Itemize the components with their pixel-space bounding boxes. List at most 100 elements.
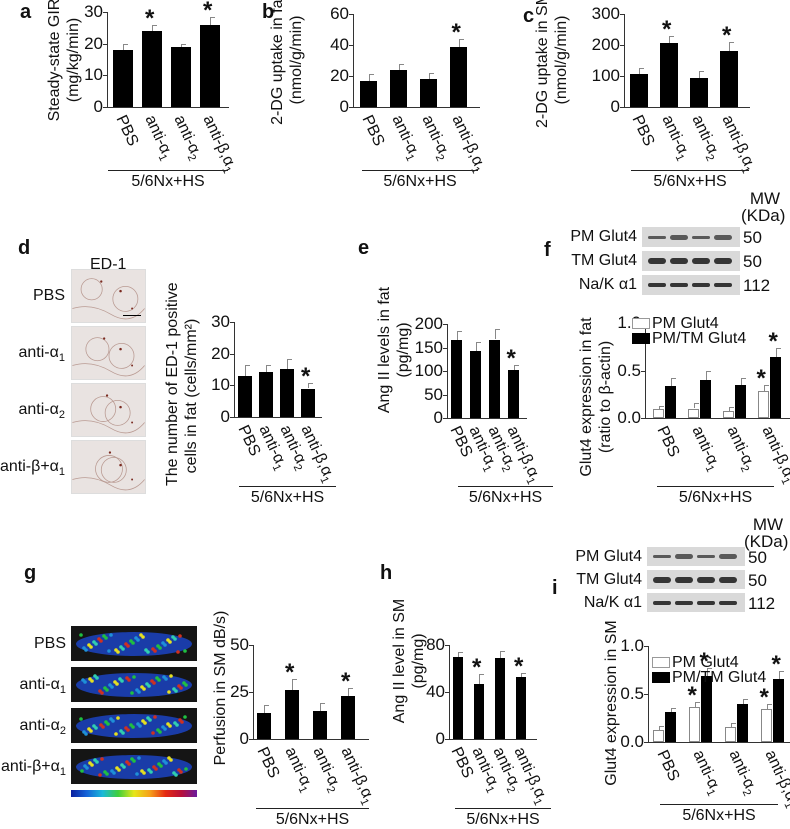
y-tick xyxy=(445,739,449,740)
error-bar xyxy=(266,364,267,372)
y-tick-label: 0.5 xyxy=(620,684,644,703)
error-bar xyxy=(658,405,660,410)
blot-band xyxy=(714,234,732,240)
micrograph xyxy=(71,383,146,437)
error-bar xyxy=(729,41,730,52)
y-tick xyxy=(445,692,449,693)
y-axis-label-line1: Ang II level in SM xyxy=(391,598,408,724)
error-bar xyxy=(730,722,732,727)
error-bar xyxy=(763,384,765,392)
error-cap xyxy=(729,41,734,43)
y-tick-label: 50 xyxy=(230,635,249,654)
error-bar xyxy=(245,365,246,376)
error-bar xyxy=(458,652,459,657)
bar xyxy=(516,676,526,739)
y-axis-label-line1: 2-DG uptake in fat xyxy=(269,0,286,125)
x-axis xyxy=(645,418,790,419)
blot-label: TM Glut4 xyxy=(576,571,642,588)
mw-value: 112 xyxy=(748,594,776,613)
mw-header: MW xyxy=(749,189,781,208)
error-bar xyxy=(513,365,515,371)
error-cap xyxy=(458,38,464,40)
error-bar xyxy=(670,708,672,713)
y-tick xyxy=(103,75,107,77)
blot-band xyxy=(653,576,671,583)
error-cap xyxy=(658,405,664,407)
blot-band xyxy=(714,283,732,287)
y-tick-label: 25 xyxy=(230,682,249,701)
blot-band xyxy=(692,283,710,287)
error-cap xyxy=(763,384,769,386)
scale-bar xyxy=(123,315,141,316)
error-bar xyxy=(123,43,124,50)
y-tick xyxy=(103,107,107,108)
y-tick-label: 20 xyxy=(84,33,103,53)
group-label: 5/6Nx+HS xyxy=(466,811,540,828)
bar xyxy=(688,408,699,418)
y-axis-label-line1: Perfusion in SM dB/s) xyxy=(212,610,229,766)
image-row-label: anti-α1 xyxy=(19,676,67,697)
category-label: PBS xyxy=(357,112,387,149)
group-label: 5/6Nx+HS xyxy=(468,489,543,506)
category-label: anti-β,α1 xyxy=(718,112,757,176)
y-tick xyxy=(230,417,234,418)
y-axis-label: 2-DG uptake in SM (nmol/g/min) xyxy=(533,0,571,150)
x-axis xyxy=(107,107,229,108)
legend-swatch-open xyxy=(632,318,650,329)
error-cap xyxy=(292,678,297,680)
bar xyxy=(700,380,711,418)
blot-label: PM Glut4 xyxy=(575,548,642,565)
legend-swatch-filled xyxy=(652,672,670,683)
panel-letter-e: e xyxy=(358,237,370,259)
error-bar xyxy=(181,43,182,47)
error-cap xyxy=(245,365,250,367)
blot-band xyxy=(653,600,671,605)
significance-star: * xyxy=(662,15,672,43)
y-tick xyxy=(443,418,447,419)
blot-band xyxy=(670,234,688,240)
y-tick-label: 10 xyxy=(211,375,230,395)
y-tick xyxy=(349,107,353,108)
bar xyxy=(689,707,700,742)
y-axis-label: Glut4 expression in fat (ratio to β-actin… xyxy=(577,307,615,487)
bar xyxy=(301,388,315,417)
image-row-label: PBS xyxy=(33,635,66,652)
category-label: anti-β,α1 xyxy=(758,423,790,487)
legend-label: PM Glut4 xyxy=(672,654,739,671)
bar xyxy=(280,368,294,417)
y-tick xyxy=(249,645,253,646)
bar xyxy=(630,74,648,107)
y-tick xyxy=(443,324,447,325)
mw-header: (KDa) xyxy=(744,532,789,551)
y-tick xyxy=(349,76,353,77)
error-cap xyxy=(123,43,128,45)
mw-header: (KDa) xyxy=(741,206,786,225)
perfusion-image xyxy=(71,749,197,784)
y-axis xyxy=(449,645,450,739)
y-tick xyxy=(620,107,624,108)
error-cap xyxy=(699,71,704,73)
y-tick-label: 0 xyxy=(239,729,249,748)
error-cap xyxy=(742,698,748,700)
y-tick xyxy=(249,692,253,693)
legend-label: PM/TM Glut4 xyxy=(672,669,767,686)
error-bar xyxy=(728,406,730,412)
y-axis-label: Ang II level in SM (pg/mg) xyxy=(390,571,428,751)
y-tick-label: 30 xyxy=(84,2,103,21)
legend-swatch-filled xyxy=(632,333,650,344)
y-tick xyxy=(443,347,447,349)
error-cap xyxy=(368,74,374,76)
mw-value: 50 xyxy=(743,252,762,271)
panel-letter-i: i xyxy=(552,577,558,599)
error-bar xyxy=(639,68,640,75)
blot-band xyxy=(719,554,737,559)
error-bar xyxy=(292,678,293,691)
blot-band xyxy=(697,576,715,583)
blot-label: PM Glut4 xyxy=(570,228,637,245)
blot-band xyxy=(675,600,693,605)
bar xyxy=(470,351,481,418)
bar xyxy=(773,678,784,742)
significance-star: * xyxy=(341,668,351,696)
significance-star: * xyxy=(771,650,781,678)
error-bar xyxy=(706,668,708,676)
